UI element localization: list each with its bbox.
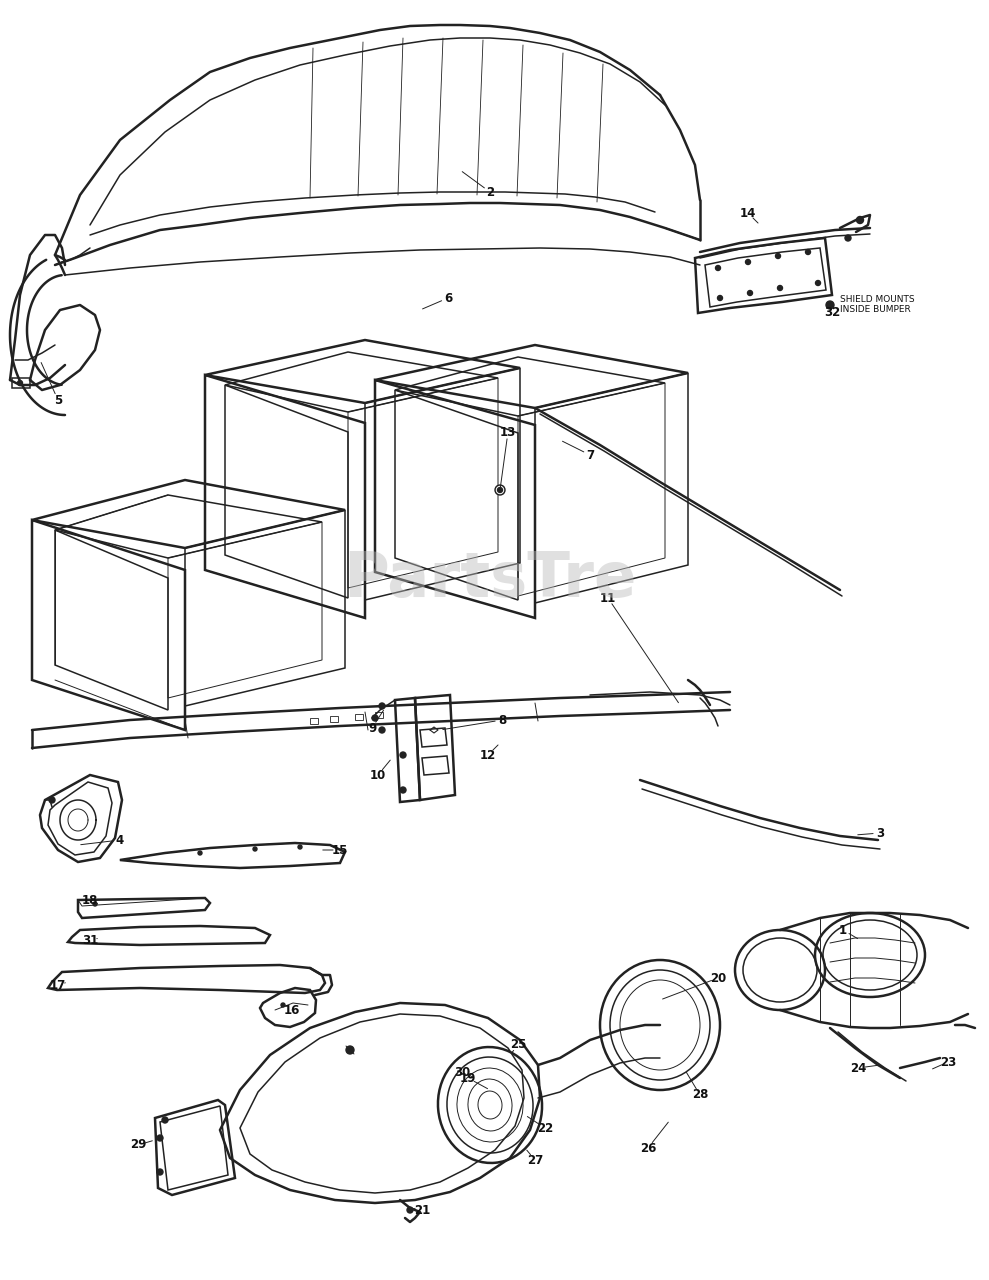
Text: 29: 29 [130, 1138, 146, 1152]
Text: 24: 24 [850, 1061, 866, 1074]
Text: 15: 15 [332, 844, 348, 856]
Circle shape [198, 851, 202, 855]
Text: 3: 3 [876, 827, 884, 840]
Circle shape [775, 253, 780, 259]
Text: 19: 19 [460, 1071, 476, 1084]
Text: 6: 6 [444, 292, 452, 305]
Text: 27: 27 [527, 1153, 543, 1166]
Text: 21: 21 [413, 1203, 430, 1216]
Text: 2: 2 [486, 186, 494, 198]
Circle shape [18, 380, 23, 385]
Text: 20: 20 [710, 972, 726, 984]
Text: 31: 31 [82, 933, 98, 946]
Text: 9: 9 [368, 722, 376, 735]
Circle shape [496, 486, 503, 494]
Circle shape [746, 260, 751, 265]
Text: 22: 22 [537, 1121, 553, 1134]
Circle shape [372, 716, 378, 721]
Text: 13: 13 [499, 425, 516, 439]
Text: 1: 1 [839, 923, 847, 937]
Circle shape [748, 291, 753, 296]
Circle shape [157, 1135, 163, 1140]
Circle shape [162, 1117, 168, 1123]
Circle shape [49, 797, 55, 803]
Text: 18: 18 [82, 893, 98, 906]
Circle shape [253, 847, 257, 851]
Circle shape [497, 488, 502, 493]
Circle shape [856, 216, 863, 224]
Circle shape [826, 301, 834, 308]
Text: 16: 16 [284, 1004, 301, 1016]
Circle shape [93, 902, 97, 906]
Text: 10: 10 [370, 768, 386, 782]
Text: 30: 30 [454, 1065, 470, 1079]
Circle shape [717, 296, 723, 301]
Text: 26: 26 [640, 1142, 656, 1155]
Text: 17: 17 [49, 978, 66, 992]
Circle shape [495, 485, 505, 495]
Circle shape [400, 787, 406, 794]
Text: SHIELD MOUNTS
INSIDE BUMPER: SHIELD MOUNTS INSIDE BUMPER [840, 294, 915, 315]
Text: 5: 5 [53, 393, 62, 407]
Circle shape [816, 280, 821, 285]
Text: PartsTre: PartsTre [343, 550, 637, 611]
Circle shape [298, 845, 302, 849]
Text: 14: 14 [740, 206, 757, 219]
Circle shape [346, 1046, 354, 1053]
Text: 7: 7 [585, 448, 594, 462]
Text: 8: 8 [497, 713, 506, 727]
Circle shape [845, 236, 851, 241]
Circle shape [715, 265, 721, 270]
Circle shape [805, 250, 811, 255]
Text: 28: 28 [692, 1088, 708, 1102]
Circle shape [400, 753, 406, 758]
Text: 23: 23 [940, 1056, 956, 1069]
Text: 4: 4 [116, 833, 125, 846]
Circle shape [157, 1169, 163, 1175]
Text: 32: 32 [824, 306, 840, 319]
Circle shape [777, 285, 782, 291]
Circle shape [281, 1004, 285, 1007]
Circle shape [379, 703, 385, 709]
Text: 25: 25 [509, 1038, 526, 1051]
Text: 12: 12 [480, 749, 496, 762]
Text: 11: 11 [600, 591, 616, 604]
Circle shape [407, 1207, 413, 1213]
Circle shape [379, 727, 385, 733]
